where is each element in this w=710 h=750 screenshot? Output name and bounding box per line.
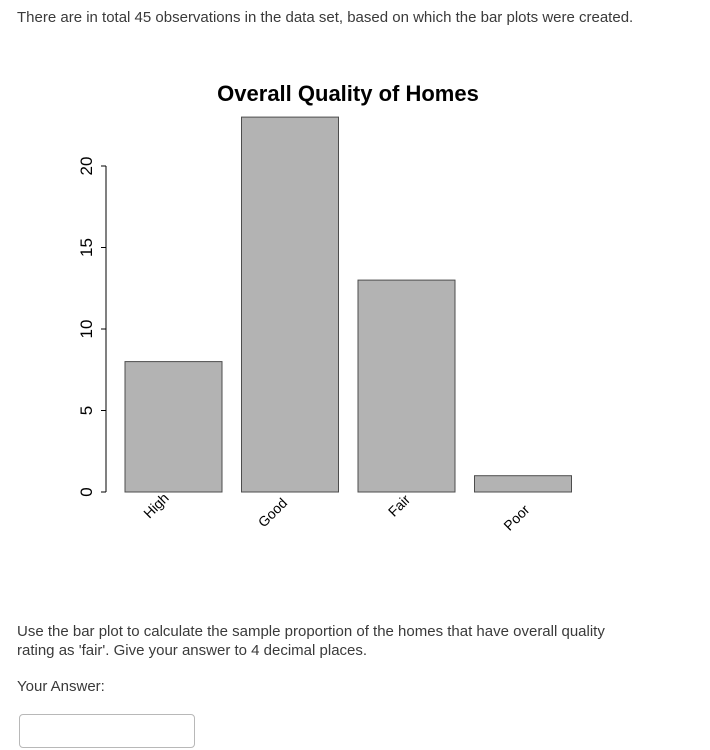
category-label: High [140,490,172,522]
answer-label: Your Answer: [17,678,105,695]
y-tick-label: 20 [77,157,96,176]
bar-high [124,361,223,493]
answer-input[interactable] [19,714,195,748]
bar-chart: Overall Quality of Homes 0 5 10 15 20 High Go… [77,81,572,534]
chart-title: Overall Quality of Homes [217,81,479,106]
category-label: Poor [500,501,532,533]
bar-fair [357,279,456,493]
bars [124,116,572,493]
bar-good [241,116,339,493]
bar-poor [474,475,572,493]
category-labels: High Good Fair Poor [140,490,533,534]
category-label: Good [255,495,291,531]
y-tick-label: 5 [77,406,96,415]
category-label: Fair [385,491,414,520]
y-axis: 0 5 10 15 20 [77,157,107,497]
y-tick-label: 15 [77,238,96,257]
question-text: Use the bar plot to calculate the sample… [17,623,605,659]
y-tick-label: 0 [77,487,96,496]
y-tick-label: 10 [77,320,96,339]
intro-text: There are in total 45 observations in th… [17,9,634,26]
